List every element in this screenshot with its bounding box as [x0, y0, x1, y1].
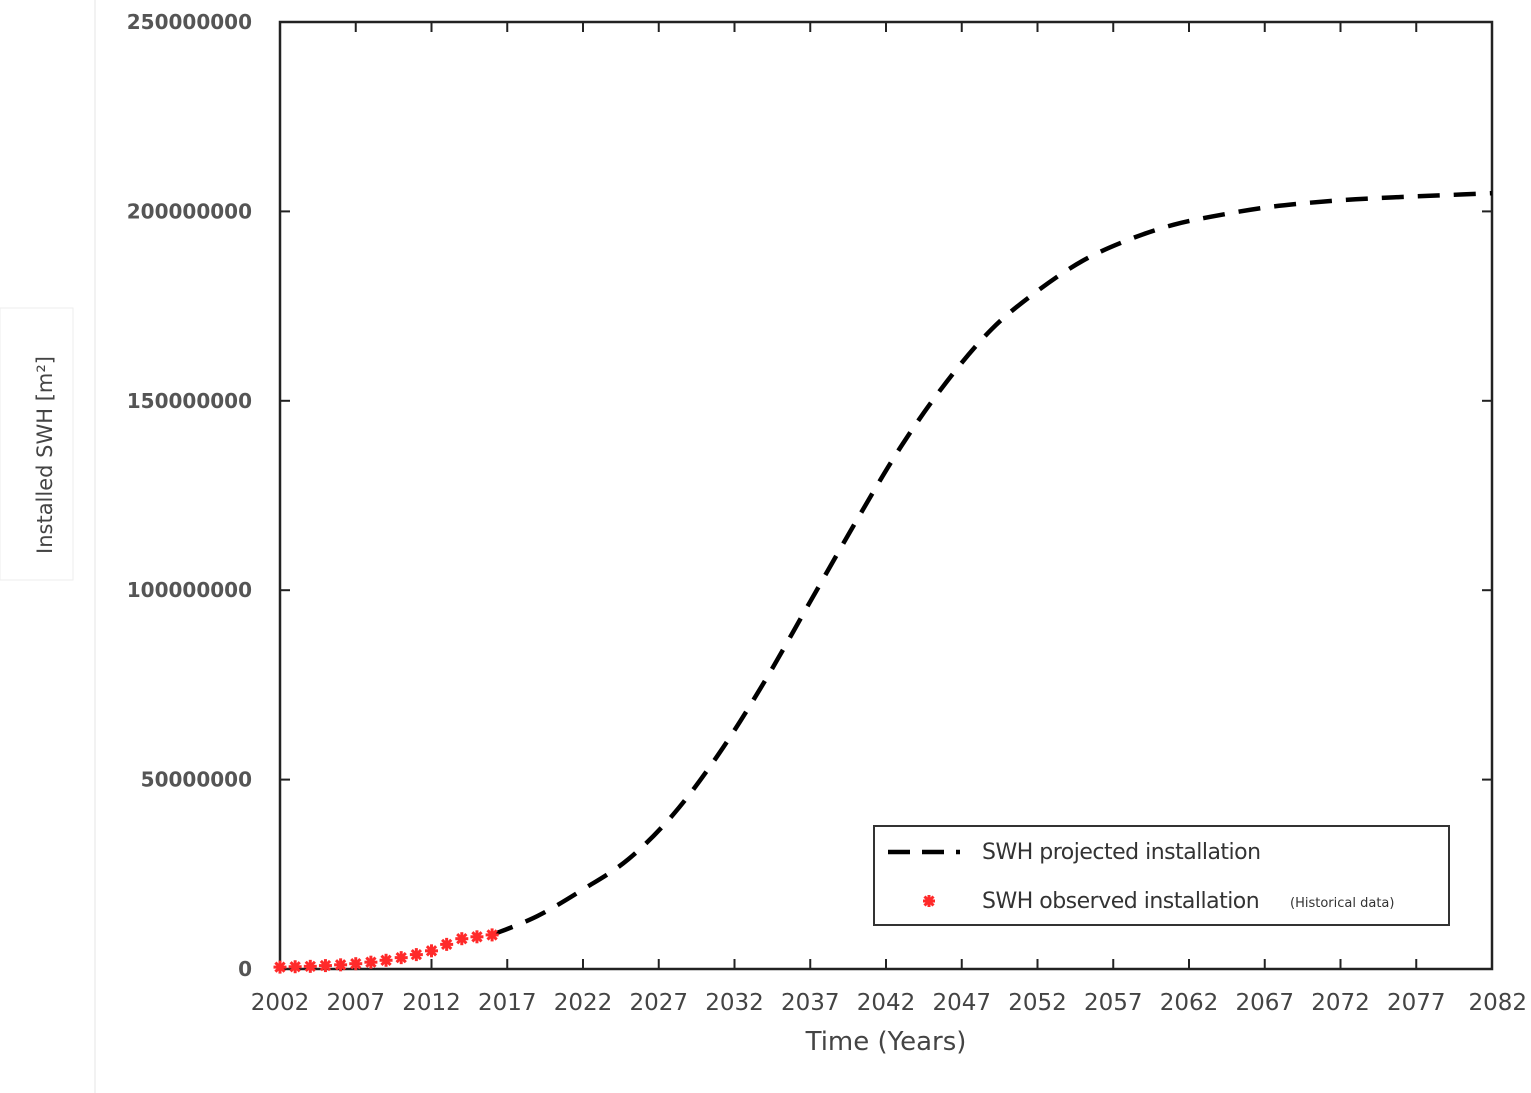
y-label-box [0, 307, 74, 581]
x-tick-label: 2077 [1387, 990, 1446, 1016]
x-axis-label: Time (Years) [805, 1027, 967, 1057]
x-tick-label: 2032 [705, 990, 764, 1016]
x-tick-label: 2042 [857, 990, 916, 1016]
y-tick-label: 0 [238, 957, 252, 981]
observed-point [303, 959, 317, 973]
legend-projected-label: SWH projected installation [982, 840, 1261, 865]
plot-frame [278, 20, 1494, 971]
observed-point [318, 959, 332, 973]
x-tick-label: 2057 [1084, 990, 1143, 1016]
observed-point [334, 958, 348, 972]
x-tick-label: 2067 [1235, 990, 1294, 1016]
observed-point [409, 948, 423, 962]
observed-series-markers [273, 928, 499, 974]
observed-point [470, 930, 484, 944]
legend-box [873, 825, 1450, 926]
y-tick-label: 100000000 [127, 578, 252, 602]
observed-point [425, 944, 438, 958]
x-tick-label: 2052 [1008, 990, 1067, 1016]
legend-observed-swatch [923, 895, 935, 907]
legend-observed-note: (Historical data) [1290, 896, 1394, 911]
x-axis-ticks: 2002 2007 2012 2017 2022 2027 2032 2037 2042 2047… [251, 22, 1527, 1016]
y-axis-label: Installed SWH [m²] [33, 356, 57, 554]
observed-point [349, 957, 363, 971]
projected-series-line [491, 190, 1493, 937]
y-tick-label: 200000000 [127, 199, 252, 223]
x-tick-label: 2027 [629, 990, 688, 1016]
y-axis-ticks: 0 50000000 100000000 150000000 200000000 2500… [127, 10, 1492, 981]
y-tick-label: 250000000 [127, 10, 252, 34]
observed-point [288, 960, 302, 974]
x-tick-label: 2007 [326, 990, 385, 1016]
legend-observed-label: SWH observed installation [982, 889, 1259, 914]
x-tick-label: 2062 [1160, 990, 1219, 1016]
x-tick-label: 2072 [1311, 990, 1370, 1016]
x-tick-label: 2022 [554, 990, 613, 1016]
observed-point [440, 937, 454, 951]
legend: SWH projected installation SWH observed … [873, 825, 1450, 926]
observed-point [379, 953, 393, 967]
y-tick-label: 150000000 [127, 389, 252, 413]
y-tick-label: 50000000 [141, 768, 252, 792]
x-tick-label: 2017 [478, 990, 537, 1016]
observed-point [364, 955, 378, 969]
x-tick-label: 2002 [251, 990, 310, 1016]
x-tick-label: 2012 [402, 990, 461, 1016]
x-tick-label: 2037 [781, 990, 840, 1016]
observed-point [394, 951, 408, 965]
observed-point [485, 928, 499, 942]
x-tick-label: 2047 [932, 990, 991, 1016]
observed-point [273, 960, 287, 974]
observed-point [455, 932, 469, 946]
x-tick-label: 2082 [1468, 990, 1527, 1016]
